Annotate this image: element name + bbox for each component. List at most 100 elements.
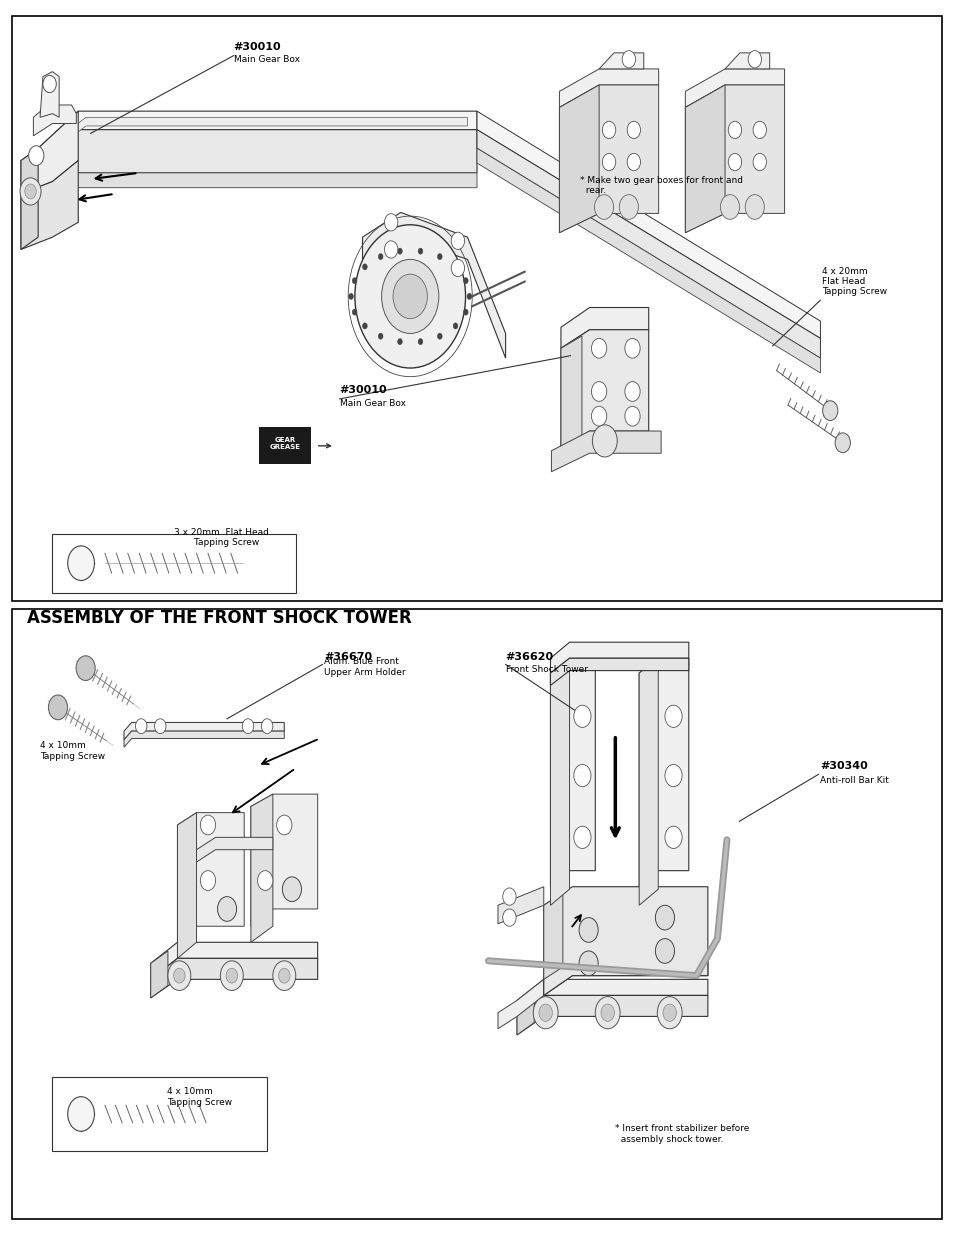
Polygon shape — [684, 85, 783, 232]
Text: 3 x 20mm  Flat Head
       Tapping Screw: 3 x 20mm Flat Head Tapping Screw — [173, 527, 268, 547]
Polygon shape — [21, 111, 78, 194]
Circle shape — [502, 888, 516, 905]
Text: Front Shock Tower: Front Shock Tower — [505, 666, 587, 674]
Circle shape — [655, 939, 674, 963]
Circle shape — [25, 184, 36, 199]
Circle shape — [591, 382, 606, 401]
Text: 4 x 20mm
Flat Head
Tapping Screw: 4 x 20mm Flat Head Tapping Screw — [821, 267, 886, 296]
Bar — [12, 609, 941, 1219]
Circle shape — [384, 241, 397, 258]
Polygon shape — [558, 69, 658, 107]
Text: #36620: #36620 — [505, 652, 553, 662]
Circle shape — [624, 382, 639, 401]
Circle shape — [821, 401, 837, 420]
Circle shape — [664, 826, 681, 848]
Text: Anti-roll Bar Kit: Anti-roll Bar Kit — [820, 777, 888, 785]
Text: * Insert front stabilizer before
  assembly shock tower.: * Insert front stabilizer before assembl… — [615, 1124, 749, 1144]
Polygon shape — [517, 988, 534, 1035]
Polygon shape — [517, 995, 707, 1035]
Circle shape — [436, 333, 442, 340]
Circle shape — [451, 259, 464, 277]
Circle shape — [664, 705, 681, 727]
Polygon shape — [196, 837, 273, 862]
Circle shape — [417, 338, 422, 345]
Polygon shape — [251, 794, 317, 926]
Polygon shape — [550, 658, 595, 887]
Circle shape — [220, 961, 243, 990]
Polygon shape — [543, 893, 562, 979]
Text: Alum. Blue Front
Upper Arm Holder: Alum. Blue Front Upper Arm Holder — [324, 657, 406, 677]
Text: #30010: #30010 — [339, 385, 387, 395]
Circle shape — [578, 951, 598, 976]
Circle shape — [276, 815, 292, 835]
Circle shape — [362, 322, 367, 329]
Polygon shape — [517, 979, 707, 1016]
Polygon shape — [497, 887, 543, 924]
Circle shape — [200, 815, 215, 835]
Polygon shape — [38, 130, 476, 210]
Circle shape — [257, 871, 273, 890]
Polygon shape — [550, 642, 688, 673]
Circle shape — [578, 918, 598, 942]
Polygon shape — [543, 958, 707, 995]
Circle shape — [200, 871, 215, 890]
Circle shape — [217, 897, 236, 921]
Bar — [52, 1077, 267, 1151]
Circle shape — [744, 195, 763, 220]
Polygon shape — [38, 173, 476, 222]
Polygon shape — [598, 53, 643, 69]
Text: * Make two gear boxes for front and
  rear.: * Make two gear boxes for front and rear… — [579, 175, 742, 195]
Circle shape — [377, 253, 382, 259]
Polygon shape — [124, 731, 284, 747]
Circle shape — [621, 51, 635, 68]
Circle shape — [68, 1097, 94, 1131]
Circle shape — [664, 764, 681, 787]
Circle shape — [463, 278, 468, 284]
Polygon shape — [177, 813, 196, 958]
Polygon shape — [362, 212, 505, 358]
Circle shape — [573, 705, 590, 727]
Text: #30340: #30340 — [820, 761, 867, 771]
Polygon shape — [124, 722, 284, 740]
Circle shape — [573, 764, 590, 787]
Bar — [12, 16, 941, 601]
Circle shape — [273, 961, 295, 990]
Circle shape — [397, 338, 402, 345]
Circle shape — [76, 656, 95, 680]
Circle shape — [352, 309, 356, 315]
Circle shape — [381, 259, 438, 333]
Circle shape — [573, 826, 590, 848]
Circle shape — [242, 719, 253, 734]
Text: GEAR
GREASE: GEAR GREASE — [270, 437, 300, 450]
Circle shape — [655, 905, 674, 930]
Bar — [52, 534, 295, 593]
Polygon shape — [558, 85, 658, 232]
Polygon shape — [560, 308, 648, 348]
Circle shape — [436, 253, 442, 259]
Circle shape — [467, 294, 471, 300]
Polygon shape — [21, 161, 78, 249]
Circle shape — [173, 968, 185, 983]
Circle shape — [278, 968, 290, 983]
Circle shape — [397, 248, 402, 254]
Circle shape — [362, 264, 367, 270]
Circle shape — [68, 546, 94, 580]
Polygon shape — [21, 148, 38, 249]
Polygon shape — [639, 658, 658, 905]
Text: Main Gear Box: Main Gear Box — [339, 399, 405, 408]
Polygon shape — [724, 53, 769, 69]
Circle shape — [355, 225, 465, 368]
Circle shape — [261, 719, 273, 734]
Polygon shape — [639, 658, 688, 887]
Polygon shape — [251, 794, 273, 942]
Circle shape — [533, 997, 558, 1029]
Polygon shape — [560, 330, 648, 451]
Circle shape — [747, 51, 760, 68]
Circle shape — [626, 121, 639, 138]
Polygon shape — [550, 658, 569, 905]
Circle shape — [154, 719, 166, 734]
Circle shape — [720, 195, 739, 220]
Circle shape — [29, 146, 44, 165]
Circle shape — [502, 909, 516, 926]
Polygon shape — [151, 942, 317, 979]
